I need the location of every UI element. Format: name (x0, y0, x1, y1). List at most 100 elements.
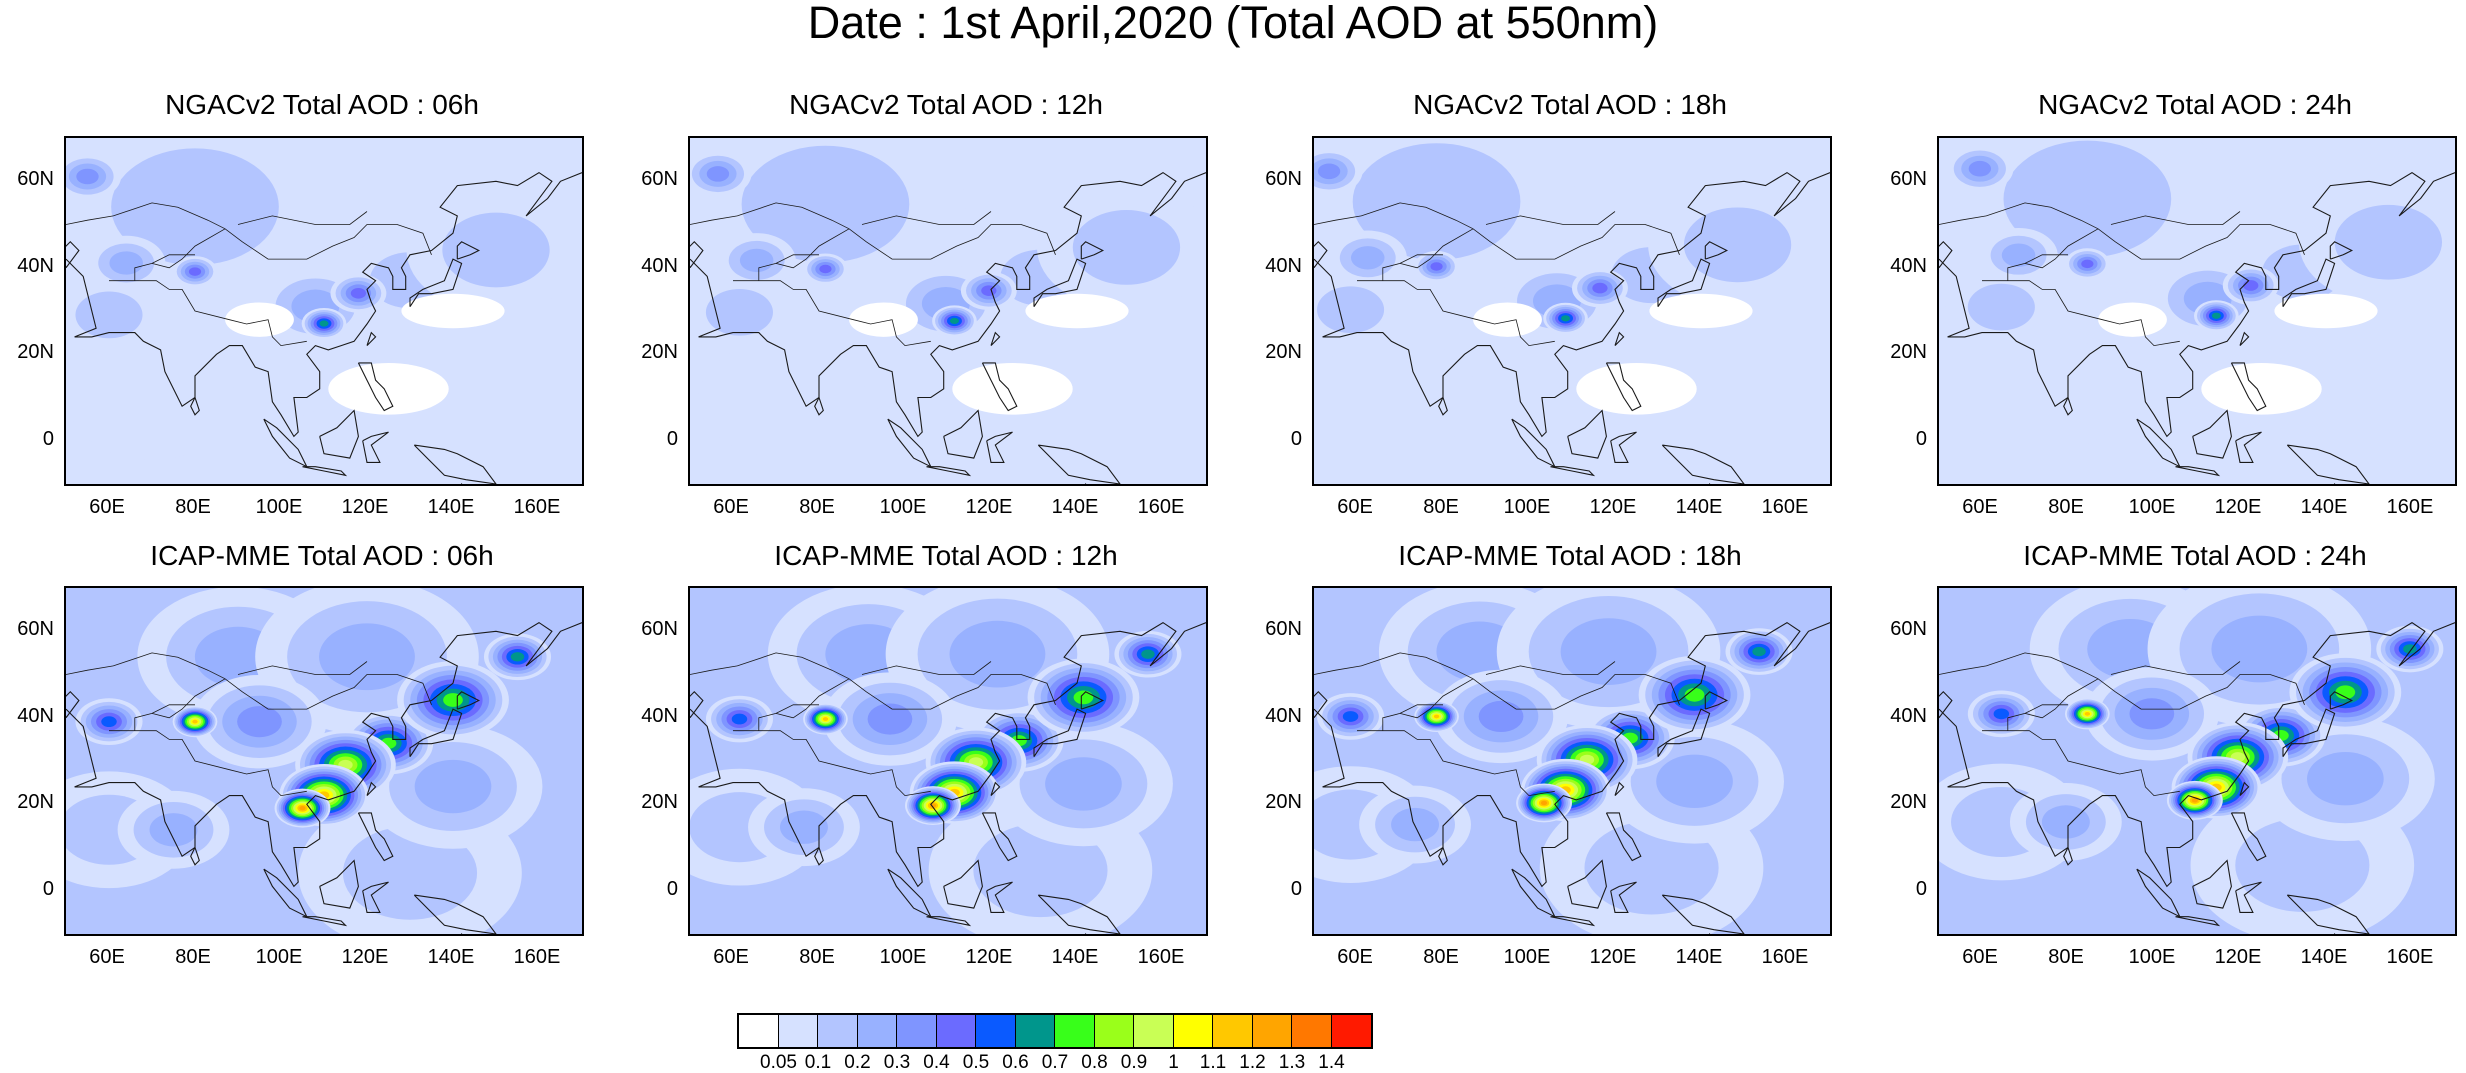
aod-plume (1968, 160, 1992, 177)
lon-tick-label: 80E (1423, 946, 1459, 968)
clean-air-area (1025, 293, 1129, 329)
colorbar-swatch (936, 1015, 976, 1047)
map-canvas (66, 138, 582, 484)
aod-plume (731, 713, 748, 725)
aod-plume (76, 168, 99, 185)
coastline (981, 362, 1018, 412)
lon-tick-label: 60E (1962, 496, 1998, 518)
lat-tick-label: 40N (17, 704, 54, 727)
country-border (758, 254, 819, 281)
coastline (1939, 621, 2455, 888)
map-canvas (1939, 588, 2455, 934)
colorbar-label: 1.3 (1278, 1052, 1306, 1073)
aod-plume (1352, 143, 1521, 260)
lon-tick-label: 160E (1137, 946, 1185, 968)
coastline (2230, 812, 2267, 862)
coastline (456, 691, 481, 710)
aod-plume (2211, 312, 2221, 319)
coastline (1939, 241, 1953, 269)
aod-plume (225, 340, 337, 419)
coastline (1610, 881, 1637, 913)
clean-air-area (225, 302, 294, 337)
aod-plume (1560, 618, 1657, 685)
coastline (1567, 859, 1607, 909)
coastline (302, 466, 348, 477)
coastline (1657, 708, 1711, 758)
clean-air-area (2274, 293, 2378, 329)
lat-tick-label: 60N (1890, 168, 1927, 191)
aod-plume (2041, 805, 2090, 839)
lon-tick-label: 120E (1589, 496, 1637, 518)
country-border (1982, 280, 2180, 347)
country-border (109, 730, 307, 797)
country-border (775, 228, 850, 269)
lon-tick-label: 140E (427, 946, 475, 968)
coastline (366, 781, 377, 796)
lat-tick-label: 20N (17, 791, 54, 814)
coastline (690, 171, 1206, 438)
country-border (151, 678, 226, 719)
coastline (1567, 409, 1607, 459)
coastline (1657, 258, 1711, 308)
aod-plume (414, 759, 492, 814)
coastline (1438, 847, 1448, 866)
lat-tick-label: 20N (1890, 341, 1927, 364)
country-border (1314, 202, 1680, 260)
aod-plume (698, 340, 867, 458)
country-border (151, 228, 226, 269)
lat-tick-label: 40N (1265, 254, 1302, 277)
country-border (134, 254, 195, 281)
lon-tick-label: 60E (1337, 496, 1373, 518)
aod-plume (1683, 207, 1792, 283)
colorbar-swatch (1015, 1015, 1055, 1047)
coastline (814, 397, 824, 416)
country-border (775, 678, 850, 719)
coastline (190, 397, 200, 416)
country-border (1357, 280, 1555, 347)
coastline (456, 241, 481, 260)
aod-plume (319, 320, 329, 327)
colorbar-label: 1.2 (1239, 1052, 1266, 1073)
coastline (943, 859, 983, 909)
aod-plume (75, 291, 143, 339)
country-border (134, 704, 195, 731)
coastline (66, 621, 582, 888)
coastline (409, 258, 463, 308)
panel-title: NGACv2 Total AOD : 24h (2038, 89, 2352, 120)
lon-tick-label: 100E (879, 946, 927, 968)
colorbar-swatch (739, 1015, 779, 1047)
lon-tick-label: 100E (255, 496, 303, 518)
aod-plume (2243, 280, 2259, 291)
clean-air-area (952, 363, 1073, 415)
aod-plume (2129, 698, 2175, 730)
country-border (2024, 678, 2099, 719)
country-border (758, 704, 819, 731)
coastline (2239, 781, 2250, 796)
aod-map (688, 586, 1208, 936)
coastline (409, 708, 463, 758)
coastline (1704, 691, 1729, 710)
coastline (1550, 466, 1596, 477)
coastline (2282, 708, 2336, 758)
aod-plume (2117, 333, 2230, 411)
aod-plume (949, 620, 1046, 688)
panel-title: NGACv2 Total AOD : 18h (1413, 89, 1727, 120)
lon-tick-label: 80E (799, 496, 835, 518)
colorbar-swatch (976, 1015, 1016, 1047)
lat-tick-label: 0 (666, 877, 678, 900)
aod-plume (109, 251, 143, 275)
lon-tick-label: 100E (879, 496, 927, 518)
aod-plume (1656, 754, 1733, 809)
coastline (302, 916, 348, 927)
country-border (861, 661, 992, 675)
colorbar-swatch (1252, 1015, 1292, 1047)
aod-plume (739, 248, 774, 273)
country-border (2007, 704, 2068, 731)
panel-title: ICAP-MME Total AOD : 12h (774, 540, 1118, 571)
coastline (2192, 409, 2232, 459)
lon-tick-label: 160E (2386, 946, 2434, 968)
colorbar-swatch (778, 1015, 818, 1047)
aod-plume (1752, 646, 1766, 657)
lon-tick-label: 60E (1962, 946, 1998, 968)
lon-tick-label: 100E (2128, 496, 2176, 518)
